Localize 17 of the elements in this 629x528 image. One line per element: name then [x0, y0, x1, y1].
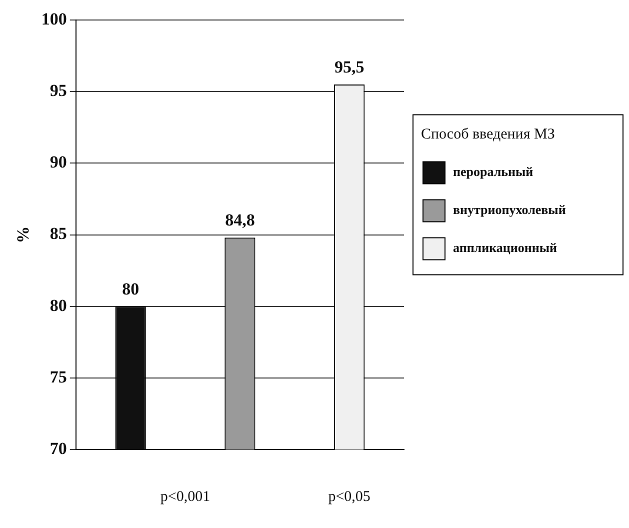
text: p<0,05 — [328, 489, 370, 506]
y-tick-label: 75 — [50, 367, 67, 386]
data-label: 95,5 — [334, 57, 364, 76]
data-label: 80 — [122, 279, 140, 298]
legend-title: Способ введения МЗ — [421, 126, 555, 143]
y-tick-label: 70 — [50, 438, 67, 458]
y-tick-label: 85 — [50, 224, 67, 244]
text: p<0,001 — [160, 489, 210, 506]
data-label: 84,8 — [225, 210, 255, 230]
y-tick-label: 80 — [50, 296, 67, 315]
y-tick-label: 95 — [50, 80, 67, 100]
y-axis-title: % — [14, 226, 33, 244]
y-tick-label: 90 — [50, 152, 67, 172]
legend-label: внутриопухолевый — [453, 202, 566, 218]
legend-label: пероральный — [453, 164, 534, 180]
legend-label: аппликационный — [453, 240, 558, 256]
y-tick-label: 100 — [41, 9, 67, 28]
